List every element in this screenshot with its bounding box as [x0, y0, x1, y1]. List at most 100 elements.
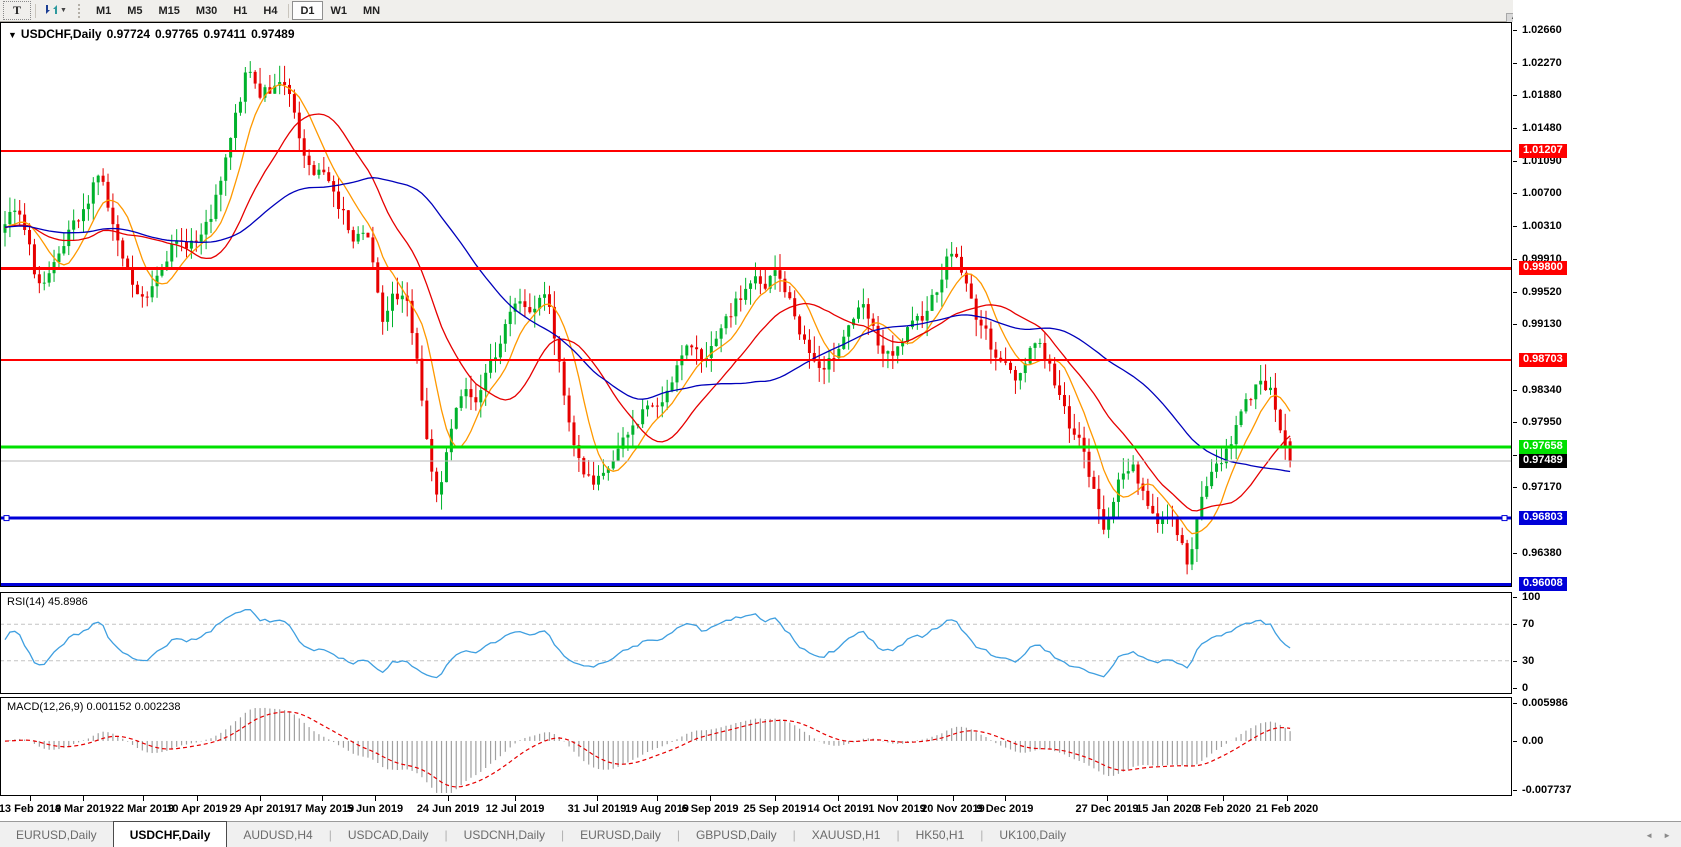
candle[interactable] [974, 294, 978, 337]
candle[interactable] [101, 168, 105, 186]
timeframe-button-m30[interactable]: M30 [195, 4, 218, 17]
date-axis[interactable]: 13 Feb 2019 4 Mar 2019 22 Mar 2019 10 Apr 2… [0, 796, 1681, 821]
candle[interactable] [1200, 481, 1204, 521]
candle[interactable] [1264, 364, 1268, 391]
candle[interactable] [332, 175, 336, 208]
chart-tab-uk100-daily[interactable]: UK100,Daily [999, 828, 1067, 842]
price-axis[interactable]: 1.02660 1.02270 1.01880 1.01480 1.01090 1.007… [1513, 0, 1681, 796]
candle[interactable] [508, 295, 512, 337]
candle[interactable] [901, 338, 905, 355]
candle[interactable] [915, 313, 919, 330]
candle[interactable] [547, 285, 551, 315]
candle[interactable] [47, 261, 51, 287]
candle[interactable] [479, 374, 483, 418]
candle[interactable] [1288, 437, 1292, 468]
candle[interactable] [219, 176, 223, 212]
candle[interactable] [1205, 476, 1209, 500]
candle[interactable] [655, 397, 659, 418]
text-tool-button[interactable]: T [3, 1, 31, 20]
candle[interactable] [214, 184, 218, 222]
tab-scroll-left-button[interactable]: ◄ [1645, 830, 1654, 840]
candle[interactable] [1077, 422, 1081, 448]
candle[interactable] [72, 209, 76, 241]
main-chart[interactable]: ▼ USDCHF,Daily 0.97724 0.97765 0.97411 0.9748… [0, 22, 1513, 588]
candle[interactable] [86, 195, 90, 221]
candle[interactable] [67, 220, 71, 256]
candle[interactable] [768, 274, 772, 294]
candle[interactable] [999, 351, 1003, 363]
timeframe-button-m5[interactable]: M5 [127, 4, 143, 17]
collapse-icon[interactable]: ▼ [8, 30, 17, 40]
candle[interactable] [798, 314, 802, 340]
candle[interactable] [959, 245, 963, 276]
candle[interactable] [489, 343, 493, 379]
rsi-panel[interactable]: RSI(14) 45.8986 [0, 592, 1513, 694]
candle[interactable] [317, 163, 321, 179]
candle[interactable] [106, 173, 110, 212]
candle[interactable] [425, 387, 429, 441]
candle[interactable] [3, 210, 7, 247]
candle[interactable] [592, 461, 596, 490]
candle[interactable] [1141, 477, 1145, 501]
candle[interactable] [842, 329, 846, 350]
candle[interactable] [793, 290, 797, 320]
candle[interactable] [160, 263, 164, 278]
candle[interactable] [8, 197, 12, 238]
chart-tab-usdcad-daily[interactable]: USDCAD,Daily [347, 828, 429, 842]
candle[interactable] [371, 226, 375, 270]
candle[interactable] [273, 73, 277, 94]
candle[interactable] [1234, 415, 1238, 460]
candle[interactable] [1023, 357, 1027, 383]
candle[interactable] [1210, 459, 1214, 489]
candle[interactable] [1185, 539, 1189, 575]
candle[interactable] [62, 232, 66, 256]
candle[interactable] [734, 291, 738, 325]
toolbar-grip[interactable] [77, 3, 83, 18]
candle[interactable] [1058, 370, 1062, 401]
candle[interactable] [803, 325, 807, 345]
candle[interactable] [1219, 446, 1223, 472]
candle[interactable] [896, 346, 900, 364]
candle[interactable] [1175, 515, 1179, 542]
chart-tab-usdcnh-daily[interactable]: USDCNH,Daily [463, 828, 546, 842]
candle[interactable] [238, 97, 242, 116]
candle[interactable] [587, 460, 591, 477]
candle[interactable] [557, 336, 561, 373]
macd-panel[interactable]: MACD(12,26,9) 0.001152 0.002238 [0, 697, 1513, 796]
candle[interactable] [817, 345, 821, 382]
candle[interactable] [435, 467, 439, 503]
candle[interactable] [145, 291, 149, 307]
candle[interactable] [1165, 504, 1169, 524]
timeframe-button-w1[interactable]: W1 [330, 4, 348, 17]
candle[interactable] [57, 246, 61, 269]
candle[interactable] [1283, 413, 1287, 460]
candle[interactable] [1131, 455, 1135, 473]
candle[interactable] [935, 291, 939, 303]
candle[interactable] [822, 356, 826, 385]
candle[interactable] [562, 357, 566, 406]
candle[interactable] [1009, 360, 1013, 374]
candle[interactable] [641, 399, 645, 428]
candle[interactable] [871, 313, 875, 331]
candle[interactable] [1224, 438, 1228, 469]
candle[interactable] [229, 137, 233, 170]
candle[interactable] [1161, 511, 1165, 534]
candle[interactable] [135, 281, 139, 295]
candle[interactable] [1028, 346, 1032, 365]
candle[interactable] [856, 300, 860, 323]
candle[interactable] [1097, 475, 1101, 524]
candle[interactable] [170, 234, 174, 270]
candle[interactable] [253, 70, 257, 89]
candle[interactable] [32, 238, 36, 279]
candle[interactable] [1156, 497, 1160, 533]
candle[interactable] [376, 257, 380, 294]
candle[interactable] [400, 281, 404, 313]
candle[interactable] [263, 84, 267, 102]
candle[interactable] [243, 67, 247, 114]
candle[interactable] [52, 249, 56, 282]
candle[interactable] [1067, 395, 1071, 443]
candle[interactable] [116, 215, 120, 257]
candle[interactable] [979, 310, 983, 339]
candle[interactable] [312, 160, 316, 176]
candle[interactable] [469, 375, 473, 411]
